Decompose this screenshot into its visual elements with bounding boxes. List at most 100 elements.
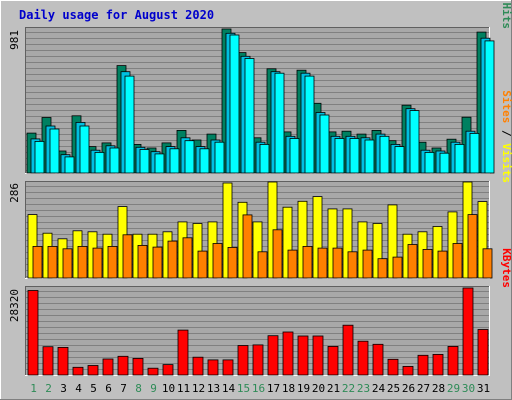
bar-visits-visits-day-18 xyxy=(282,206,293,279)
bar-visits-sites-day-16 xyxy=(257,251,268,279)
legend-hits: Pages / Files / Hits xyxy=(500,0,512,29)
bar-kbytes-kbytes-day-22 xyxy=(342,324,354,376)
x-tick-label-day-24: 24 xyxy=(372,382,386,395)
bar-visits-sites-day-2 xyxy=(47,245,58,279)
bar-hits-pages-day-16 xyxy=(259,143,270,174)
bar-hits-pages-day-4 xyxy=(79,125,90,174)
bar-hits-pages-day-17 xyxy=(274,72,285,174)
bar-hits-pages-day-2 xyxy=(49,128,60,174)
bar-visits-visits-day-14 xyxy=(222,182,233,279)
bar-kbytes-kbytes-day-16 xyxy=(252,344,264,376)
bar-kbytes-kbytes-day-28 xyxy=(432,353,444,376)
x-tick-label-day-9: 9 xyxy=(150,382,157,395)
bar-hits-pages-day-7 xyxy=(124,75,135,174)
bar-visits-sites-day-29 xyxy=(452,243,463,279)
bar-hits-pages-day-29 xyxy=(454,143,465,174)
x-tick-label-day-5: 5 xyxy=(90,382,97,395)
bar-hits-pages-day-20 xyxy=(319,114,330,174)
x-tick-label-day-25: 25 xyxy=(387,382,400,395)
bar-hits-pages-day-13 xyxy=(214,141,225,174)
bar-kbytes-kbytes-day-14 xyxy=(222,359,234,376)
bar-kbytes-kbytes-day-5 xyxy=(87,365,99,376)
bar-kbytes-kbytes-day-17 xyxy=(267,335,279,376)
bar-kbytes-kbytes-day-31 xyxy=(477,329,489,376)
bar-kbytes-kbytes-day-20 xyxy=(312,335,324,376)
bar-visits-sites-day-22 xyxy=(347,251,358,279)
bar-visits-sites-day-12 xyxy=(197,250,208,279)
bar-visits-sites-day-3 xyxy=(62,248,73,279)
bar-visits-sites-day-25 xyxy=(392,256,403,279)
bar-hits-pages-day-31 xyxy=(484,40,495,174)
bar-visits-sites-day-7 xyxy=(122,234,133,279)
bar-kbytes-kbytes-day-10 xyxy=(162,364,174,376)
bar-visits-sites-day-26 xyxy=(407,244,418,279)
x-tick-label-day-17: 17 xyxy=(267,382,280,395)
x-tick-label-day-29: 29 xyxy=(447,382,460,395)
bar-kbytes-kbytes-day-15 xyxy=(237,345,249,376)
bar-hits-pages-day-5 xyxy=(94,151,105,174)
x-tick-label-day-10: 10 xyxy=(162,382,175,395)
bar-kbytes-kbytes-day-3 xyxy=(57,346,69,376)
bar-kbytes-kbytes-day-27 xyxy=(417,354,429,376)
bar-hits-pages-day-10 xyxy=(169,148,180,174)
bar-kbytes-kbytes-day-21 xyxy=(327,345,339,376)
bar-hits-pages-day-14 xyxy=(229,34,240,174)
x-tick-label-day-19: 19 xyxy=(297,382,310,395)
bar-visits-sites-day-18 xyxy=(287,249,298,279)
y-axis-max-label-kbytes: 28320 xyxy=(8,289,21,322)
bar-hits-pages-day-9 xyxy=(154,153,165,174)
bar-visits-visits-day-31 xyxy=(477,201,488,279)
bar-visits-visits-day-21 xyxy=(327,208,338,279)
bar-hits-pages-day-23 xyxy=(364,139,375,174)
bar-hits-pages-day-6 xyxy=(109,147,120,174)
bar-kbytes-kbytes-day-18 xyxy=(282,331,294,376)
x-tick-label-day-8: 8 xyxy=(135,382,142,395)
bar-visits-sites-day-4 xyxy=(77,245,88,279)
x-tick-label-day-27: 27 xyxy=(417,382,430,395)
x-tick-label-day-14: 14 xyxy=(222,382,236,395)
legend-visits: Sites / Visits xyxy=(500,90,512,183)
bar-visits-sites-day-10 xyxy=(167,240,178,279)
panel-visits: 286 Sites / Visits xyxy=(8,90,512,279)
x-tick-label-day-3: 3 xyxy=(60,382,67,395)
bar-visits-sites-day-14 xyxy=(227,246,238,279)
legend-entry: Visits xyxy=(500,143,512,183)
legend-entry: KBytes xyxy=(500,248,512,288)
bar-visits-sites-day-24 xyxy=(377,258,388,279)
bar-visits-sites-day-23 xyxy=(362,249,373,279)
x-tick-label-day-21: 21 xyxy=(327,382,340,395)
bar-kbytes-kbytes-day-24 xyxy=(372,343,384,376)
bar-visits-sites-day-8 xyxy=(137,244,148,279)
panel-kbytes: 28320 KBytes xyxy=(8,248,512,376)
bar-kbytes-kbytes-day-12 xyxy=(192,356,204,376)
bar-visits-visits-day-19 xyxy=(297,200,308,279)
x-tick-label-day-18: 18 xyxy=(282,382,295,395)
bar-hits-pages-day-8 xyxy=(139,149,150,174)
bar-hits-pages-day-19 xyxy=(304,75,315,174)
bar-hits-pages-day-30 xyxy=(469,132,480,174)
bar-visits-sites-day-9 xyxy=(152,246,163,279)
bar-visits-sites-day-1 xyxy=(32,245,43,279)
bar-kbytes-kbytes-day-25 xyxy=(387,358,399,376)
x-tick-label-day-16: 16 xyxy=(252,382,265,395)
legend-entry: / xyxy=(500,0,512,3)
chart-panels: 981 Pages / Files / Hits 286 Sites / Visits… xyxy=(8,0,512,376)
bar-kbytes-kbytes-day-7 xyxy=(117,355,129,376)
bar-visits-visits-day-16 xyxy=(252,221,263,279)
x-tick-label-day-6: 6 xyxy=(105,382,112,395)
bar-visits-visits-day-22 xyxy=(342,208,353,279)
bar-visits-sites-day-30 xyxy=(467,214,478,279)
bar-kbytes-kbytes-day-30 xyxy=(462,287,474,376)
bar-visits-sites-day-28 xyxy=(437,250,448,279)
x-tick-label-day-13: 13 xyxy=(207,382,220,395)
bar-hits-pages-day-21 xyxy=(334,138,345,174)
x-tick-label-day-23: 23 xyxy=(357,382,370,395)
chart-title: Daily usage for August 2020 xyxy=(19,8,214,22)
bar-kbytes-kbytes-day-9 xyxy=(147,367,159,376)
bar-visits-sites-day-6 xyxy=(107,245,118,279)
bar-visits-visits-day-25 xyxy=(387,204,398,279)
bar-hits-pages-day-27 xyxy=(424,151,435,174)
bar-hits-pages-day-26 xyxy=(409,110,420,174)
